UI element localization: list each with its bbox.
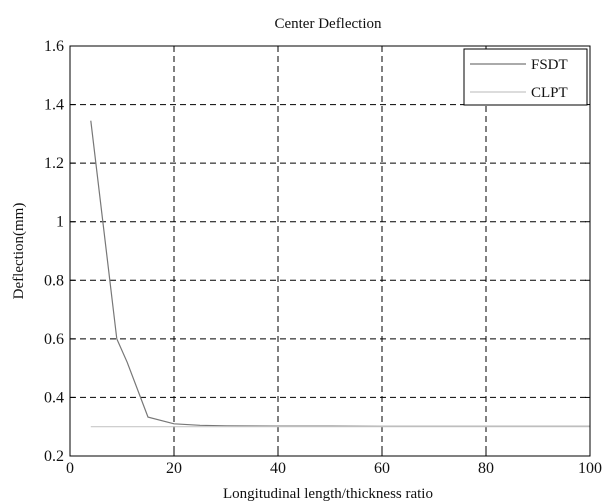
axis-ticks: [69, 45, 591, 457]
y-tick-label: 1.2: [44, 155, 64, 172]
legend-label-fsdt: FSDT: [531, 57, 568, 73]
y-tick-label: 1.4: [44, 97, 64, 114]
y-tick-label: 0.2: [44, 448, 64, 465]
legend-box: [463, 48, 588, 106]
legend: FSDT CLPT: [463, 48, 588, 106]
chart-title: Center Deflection: [274, 16, 382, 32]
grid-lines: [70, 46, 590, 456]
legend-label-clpt: CLPT: [531, 85, 568, 101]
x-tick-label: 0: [66, 460, 74, 477]
y-tick-label: 1.6: [44, 38, 64, 55]
x-tick-label: 60: [374, 460, 390, 477]
x-tick-label: 20: [166, 460, 182, 477]
x-tick-label: 40: [270, 460, 286, 477]
x-axis-label: Longitudinal length/thickness ratio: [223, 486, 433, 501]
y-axis-label: Deflection(mm): [11, 203, 27, 300]
y-tick-label: 0.4: [44, 389, 64, 406]
tick-labels: 0 20 40 60 80 100 0.2 0.4 0.6 0.8 1 1.2 1.4 1.6: [44, 38, 602, 477]
y-tick-label: 0.8: [44, 272, 64, 289]
plot-frame: [69, 45, 591, 457]
series-layer: [90, 120, 590, 428]
series-line-fsdt: [90, 120, 590, 427]
y-tick-label: 1: [56, 214, 64, 231]
x-tick-label: 80: [478, 460, 494, 477]
x-tick-label: 100: [578, 460, 602, 477]
y-tick-label: 0.6: [44, 331, 64, 348]
